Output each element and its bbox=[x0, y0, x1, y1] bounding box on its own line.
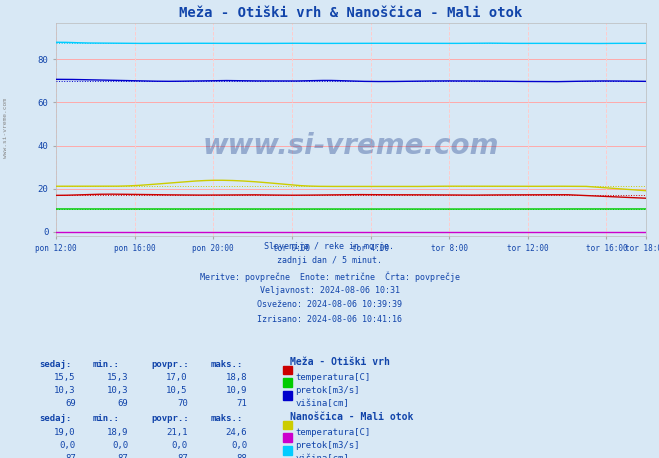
Text: 70: 70 bbox=[177, 399, 188, 408]
Title: Meža - Otiški vrh & Nanoščica - Mali otok: Meža - Otiški vrh & Nanoščica - Mali oto… bbox=[179, 6, 523, 20]
Text: pretok[m3/s]: pretok[m3/s] bbox=[295, 386, 360, 395]
Text: 21,1: 21,1 bbox=[166, 428, 188, 437]
Text: maks.:: maks.: bbox=[211, 414, 243, 424]
Text: pretok[m3/s]: pretok[m3/s] bbox=[295, 441, 360, 450]
Text: 24,6: 24,6 bbox=[225, 428, 247, 437]
Text: temperatura[C]: temperatura[C] bbox=[295, 428, 370, 437]
Text: www.si-vreme.com: www.si-vreme.com bbox=[203, 132, 499, 160]
Text: 18,8: 18,8 bbox=[225, 373, 247, 382]
Text: Osveženo: 2024-08-06 10:39:39: Osveženo: 2024-08-06 10:39:39 bbox=[257, 300, 402, 310]
Text: povpr.:: povpr.: bbox=[152, 414, 189, 424]
Text: Slovenija / reke in morje.: Slovenija / reke in morje. bbox=[264, 242, 395, 251]
Text: Nanoščica - Mali otok: Nanoščica - Mali otok bbox=[290, 412, 413, 422]
Text: višina[cm]: višina[cm] bbox=[295, 454, 349, 458]
Text: 10,3: 10,3 bbox=[107, 386, 129, 395]
Text: 0,0: 0,0 bbox=[231, 441, 247, 450]
Text: 17,0: 17,0 bbox=[166, 373, 188, 382]
Text: višina[cm]: višina[cm] bbox=[295, 399, 349, 408]
Text: 71: 71 bbox=[237, 399, 247, 408]
Text: 10,5: 10,5 bbox=[166, 386, 188, 395]
Text: zadnji dan / 5 minut.: zadnji dan / 5 minut. bbox=[277, 256, 382, 266]
Text: povpr.:: povpr.: bbox=[152, 360, 189, 369]
Text: 87: 87 bbox=[118, 454, 129, 458]
Text: temperatura[C]: temperatura[C] bbox=[295, 373, 370, 382]
Text: 87: 87 bbox=[177, 454, 188, 458]
Text: 87: 87 bbox=[65, 454, 76, 458]
Text: maks.:: maks.: bbox=[211, 360, 243, 369]
Text: 10,3: 10,3 bbox=[54, 386, 76, 395]
Text: sedaj:: sedaj: bbox=[40, 360, 72, 369]
Text: 88: 88 bbox=[237, 454, 247, 458]
Text: min.:: min.: bbox=[92, 360, 119, 369]
Text: www.si-vreme.com: www.si-vreme.com bbox=[3, 98, 8, 158]
Text: 69: 69 bbox=[118, 399, 129, 408]
Text: 10,9: 10,9 bbox=[225, 386, 247, 395]
Text: 15,3: 15,3 bbox=[107, 373, 129, 382]
Text: 0,0: 0,0 bbox=[113, 441, 129, 450]
Text: Meža - Otiški vrh: Meža - Otiški vrh bbox=[290, 357, 390, 367]
Text: sedaj:: sedaj: bbox=[40, 414, 72, 424]
Text: 0,0: 0,0 bbox=[172, 441, 188, 450]
Text: 15,5: 15,5 bbox=[54, 373, 76, 382]
Text: 18,9: 18,9 bbox=[107, 428, 129, 437]
Text: 0,0: 0,0 bbox=[60, 441, 76, 450]
Text: Meritve: povprečne  Enote: metrične  Črta: povprečje: Meritve: povprečne Enote: metrične Črta:… bbox=[200, 271, 459, 282]
Text: Veljavnost: 2024-08-06 10:31: Veljavnost: 2024-08-06 10:31 bbox=[260, 286, 399, 295]
Text: min.:: min.: bbox=[92, 414, 119, 424]
Text: 19,0: 19,0 bbox=[54, 428, 76, 437]
Text: Izrisano: 2024-08-06 10:41:16: Izrisano: 2024-08-06 10:41:16 bbox=[257, 315, 402, 324]
Text: 69: 69 bbox=[65, 399, 76, 408]
